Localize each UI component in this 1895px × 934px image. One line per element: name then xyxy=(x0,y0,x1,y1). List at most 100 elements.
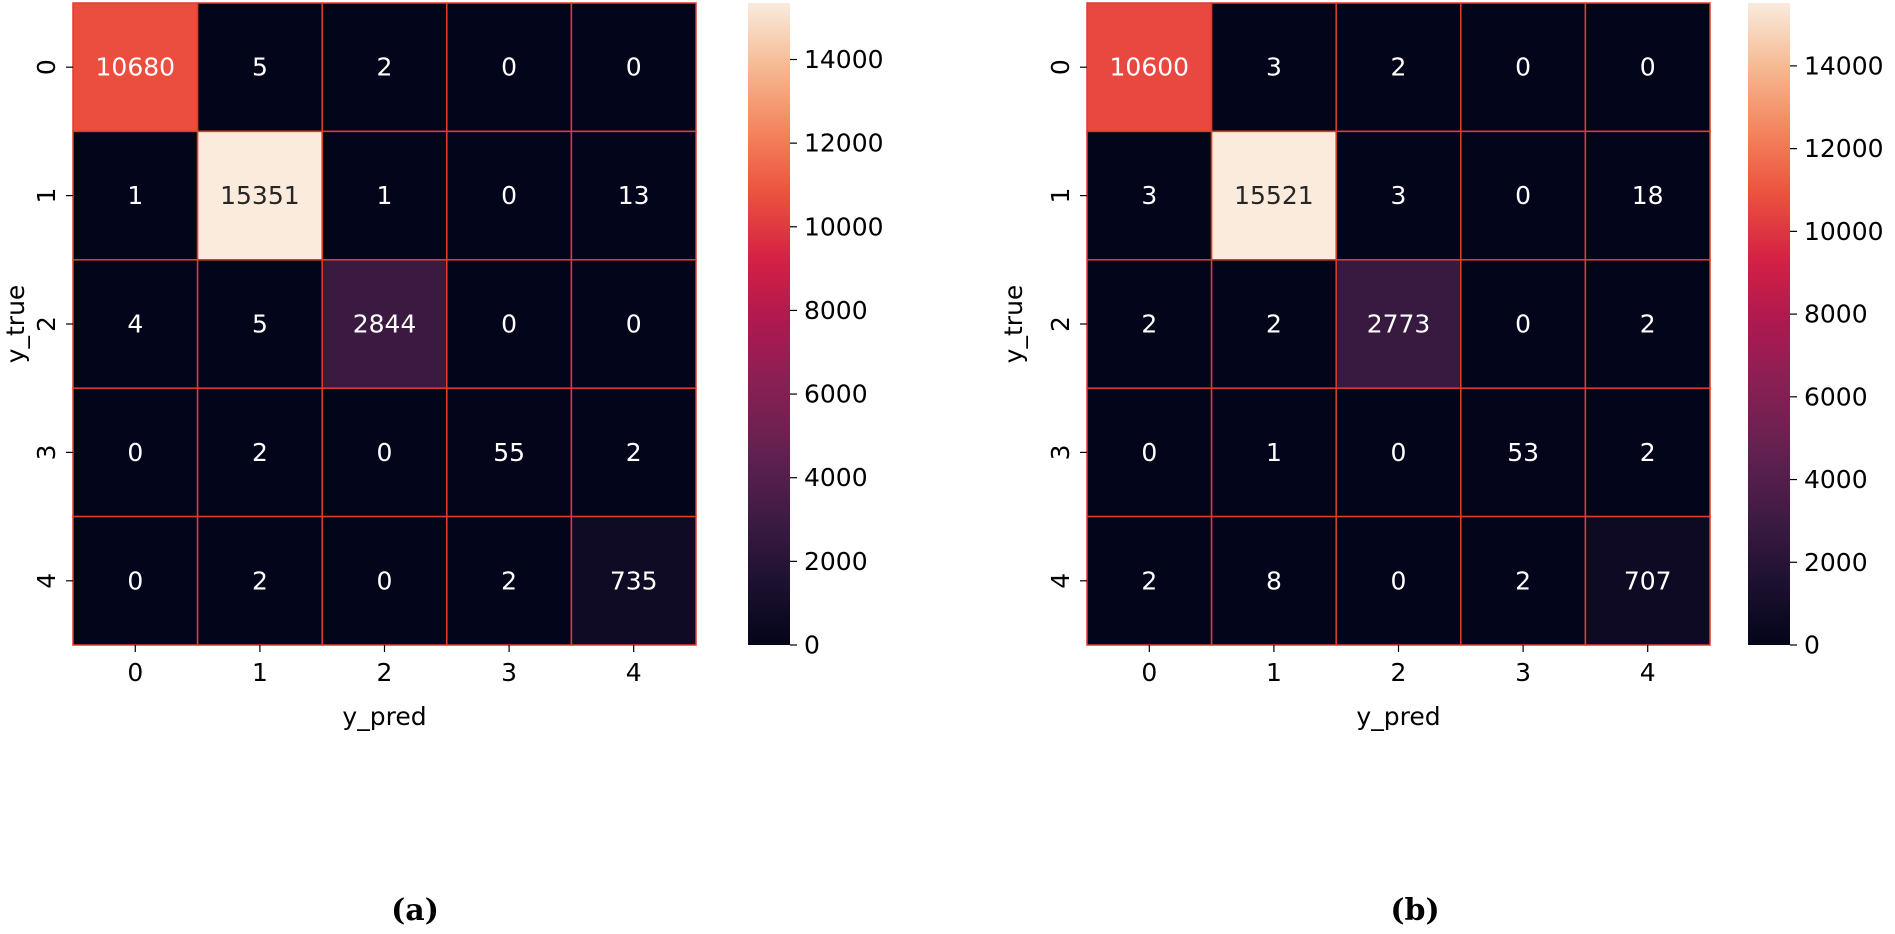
colorbar xyxy=(748,3,790,645)
cell-2-2 xyxy=(1335,259,1462,389)
y-tick-label-2: 2 xyxy=(32,316,61,332)
colorbar-tick-label-5: 10000 xyxy=(804,212,884,241)
cell-1-4 xyxy=(1584,130,1711,261)
cell-label-1-0: 1 xyxy=(127,181,143,210)
cell-label-0-4: 0 xyxy=(626,53,642,82)
cell-4-4 xyxy=(1584,515,1711,646)
cell-label-0-2: 2 xyxy=(1391,53,1407,82)
y-tick-label-4: 4 xyxy=(32,573,61,589)
cell-label-4-3: 2 xyxy=(1515,566,1531,595)
colorbar-tick-label-0: 0 xyxy=(804,631,820,660)
cell-0-0 xyxy=(72,2,199,133)
colorbar-tick-label-2: 4000 xyxy=(804,463,868,492)
cell-0-3 xyxy=(446,2,573,133)
colorbar-tick-label-2: 4000 xyxy=(1804,465,1868,494)
cell-0-0 xyxy=(1086,2,1213,133)
x-tick-label-0: 0 xyxy=(1141,658,1157,687)
cell-label-1-3: 0 xyxy=(501,181,517,210)
confusion-matrix-b: 10600 3 2 0 0 3 15521 3 0 18 2 2 2773 0 2 0 1 0 53 2 2 8 0 2 707… xyxy=(999,2,1884,928)
cell-4-4 xyxy=(570,515,697,646)
panel-label: (b) xyxy=(1390,893,1439,928)
cell-label-1-1: 15351 xyxy=(220,181,300,210)
cell-label-3-4: 2 xyxy=(626,438,642,467)
cell-label-1-2: 3 xyxy=(1391,181,1407,210)
colorbar-tick-label-4: 8000 xyxy=(1804,300,1868,329)
colorbar xyxy=(1748,3,1790,645)
cell-3-2 xyxy=(321,387,448,518)
cell-label-1-4: 13 xyxy=(618,181,650,210)
y-tick-label-3: 3 xyxy=(32,444,61,460)
x-tick-label-3: 3 xyxy=(501,658,517,687)
cell-3-3 xyxy=(1460,387,1587,518)
y-tick-label-0: 0 xyxy=(32,59,61,75)
cell-label-2-4: 0 xyxy=(626,310,642,339)
cell-label-4-4: 735 xyxy=(610,566,658,595)
cell-4-1 xyxy=(196,515,323,646)
cell-2-4 xyxy=(570,259,697,389)
cell-label-3-4: 2 xyxy=(1640,438,1656,467)
cell-label-2-0: 4 xyxy=(127,310,143,339)
colorbar-tick-label-6: 12000 xyxy=(804,129,884,158)
cell-label-2-2: 2844 xyxy=(353,310,417,339)
cell-4-1 xyxy=(1210,515,1337,646)
cell-0-1 xyxy=(196,2,323,133)
cell-label-4-2: 0 xyxy=(377,566,393,595)
cell-label-1-3: 0 xyxy=(1515,181,1531,210)
x-tick-label-4: 4 xyxy=(626,658,642,687)
y-tick-label-2: 2 xyxy=(1046,316,1075,332)
colorbar-tick-label-1: 2000 xyxy=(804,547,868,576)
cell-label-3-2: 0 xyxy=(377,438,393,467)
cell-2-1 xyxy=(196,259,323,389)
cell-0-2 xyxy=(321,2,448,133)
cell-label-3-3: 53 xyxy=(1507,438,1539,467)
colorbar-tick-label-7: 14000 xyxy=(804,45,884,74)
cell-label-2-2: 2773 xyxy=(1367,310,1431,339)
cell-label-3-2: 0 xyxy=(1391,438,1407,467)
y-tick-label-4: 4 xyxy=(1046,573,1075,589)
cell-label-1-2: 1 xyxy=(377,181,393,210)
colorbar-tick-label-0: 0 xyxy=(1804,631,1820,660)
cell-3-2 xyxy=(1335,387,1462,518)
colorbar-tick-label-3: 6000 xyxy=(1804,382,1868,411)
cell-label-2-0: 2 xyxy=(1141,310,1157,339)
cell-2-2 xyxy=(321,259,448,389)
cell-label-0-3: 0 xyxy=(1515,53,1531,82)
cell-4-0 xyxy=(72,515,199,646)
cell-4-0 xyxy=(1086,515,1213,646)
x-tick-label-0: 0 xyxy=(127,658,143,687)
cell-2-0 xyxy=(1086,259,1213,389)
cell-label-0-4: 0 xyxy=(1640,53,1656,82)
x-tick-label-3: 3 xyxy=(1515,658,1531,687)
colorbar-tick-label-5: 10000 xyxy=(1804,217,1884,246)
colorbar-tick-label-4: 8000 xyxy=(804,296,868,325)
cell-1-4 xyxy=(570,130,697,261)
cell-4-3 xyxy=(1460,515,1587,646)
cell-1-0 xyxy=(72,130,199,261)
cell-2-4 xyxy=(1584,259,1711,389)
cell-label-3-1: 2 xyxy=(252,438,268,467)
cell-label-4-1: 2 xyxy=(252,566,268,595)
y-tick-label-1: 1 xyxy=(32,188,61,204)
cell-label-0-0: 10600 xyxy=(1110,53,1190,82)
x-axis-label: y_pred xyxy=(342,702,426,731)
colorbar-tick-label-7: 14000 xyxy=(1804,51,1884,80)
cell-4-2 xyxy=(321,515,448,646)
cell-1-1 xyxy=(1210,130,1337,261)
cell-label-3-3: 55 xyxy=(493,438,525,467)
cell-label-4-4: 707 xyxy=(1624,566,1672,595)
x-axis-label: y_pred xyxy=(1356,702,1440,731)
confusion-matrix-a: 10680 5 2 0 01 15351 1 0 134 5 2844 0 00 2 0 55 20 2 0 2 735… xyxy=(1,2,884,928)
x-tick-label-2: 2 xyxy=(1391,658,1407,687)
y-tick-label-0: 0 xyxy=(1046,59,1075,75)
cell-3-0 xyxy=(1086,387,1213,518)
cell-label-0-1: 3 xyxy=(1266,53,1282,82)
cell-label-2-4: 2 xyxy=(1640,310,1656,339)
cell-label-0-0: 10680 xyxy=(96,53,176,82)
cell-label-4-0: 0 xyxy=(127,566,143,595)
cell-3-4 xyxy=(570,387,697,518)
cell-1-2 xyxy=(321,130,448,261)
cell-label-2-3: 0 xyxy=(1515,310,1531,339)
y-axis-label: y_true xyxy=(999,285,1028,364)
x-tick-label-4: 4 xyxy=(1640,658,1656,687)
y-tick-label-1: 1 xyxy=(1046,188,1075,204)
